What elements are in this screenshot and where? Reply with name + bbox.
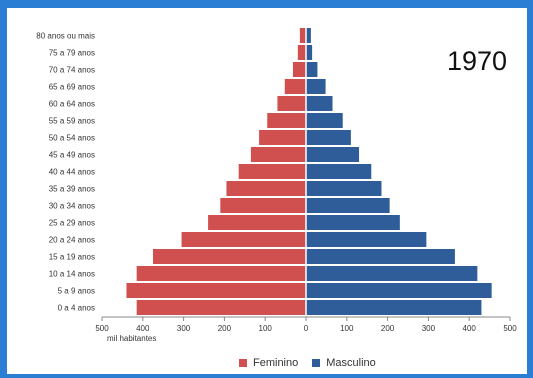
bar-feminino-5: [208, 215, 306, 230]
x-tick-label-2: 300: [177, 324, 191, 333]
bar-masculino-3: [306, 249, 455, 264]
bar-feminino-15: [297, 45, 306, 60]
population-pyramid-chart: 0 a 4 anos 5 a 9 anos 10 a 14 anos 15 a 19 …: [36, 25, 517, 343]
chart-title: 1970: [447, 46, 508, 76]
bar-masculino-1: [306, 283, 492, 298]
legend-swatch-masculino: [312, 359, 321, 367]
x-tick-label-9: 400: [463, 324, 477, 333]
bar-feminino-1: [126, 283, 306, 298]
x-tick-label-8: 300: [422, 324, 436, 333]
category-label-0: 0 a 4 anos: [58, 304, 95, 313]
bar-masculino-9: [306, 147, 360, 162]
category-label-13: 65 a 69 anos: [49, 83, 95, 92]
category-label-4: 20 a 24 anos: [49, 236, 95, 245]
category-label-11: 55 a 59 anos: [49, 117, 95, 126]
x-tick-label-4: 100: [259, 324, 273, 333]
bar-feminino-16: [299, 28, 306, 43]
legend-item-masculino: Masculino: [312, 357, 376, 369]
legend-label-masculino: Masculino: [326, 357, 376, 369]
bar-feminino-6: [220, 198, 306, 213]
bar-feminino-2: [136, 266, 306, 281]
bar-masculino-13: [306, 79, 326, 94]
bar-masculino-15: [306, 45, 313, 60]
category-label-14: 70 a 74 anos: [49, 66, 95, 75]
bar-feminino-11: [267, 113, 306, 128]
bar-masculino-14: [306, 62, 318, 77]
category-label-9: 45 a 49 anos: [49, 151, 95, 160]
x-tick-label-6: 100: [340, 324, 354, 333]
bar-masculino-5: [306, 215, 400, 230]
bar-feminino-3: [153, 249, 306, 264]
bar-feminino-4: [181, 232, 306, 247]
category-label-12: 60 a 64 anos: [49, 100, 95, 109]
legend: Feminino Masculino: [239, 357, 376, 369]
legend-item-feminino: Feminino: [239, 357, 298, 369]
bar-masculino-2: [306, 266, 478, 281]
category-label-2: 10 a 14 anos: [49, 270, 95, 279]
bar-masculino-11: [306, 113, 343, 128]
category-label-7: 35 a 39 anos: [49, 185, 95, 194]
bar-feminino-12: [277, 96, 306, 111]
x-tick-label-3: 200: [218, 324, 232, 333]
bar-masculino-16: [306, 28, 311, 43]
x-tick-label-7: 200: [381, 324, 395, 333]
category-label-15: 75 a 79 anos: [49, 49, 95, 58]
bar-masculino-7: [306, 181, 382, 196]
bar-masculino-4: [306, 232, 427, 247]
bar-feminino-8: [238, 164, 306, 179]
x-tick-label-0: 500: [95, 324, 109, 333]
bar-feminino-13: [284, 79, 306, 94]
bar-masculino-10: [306, 130, 351, 145]
category-label-3: 15 a 19 anos: [49, 253, 95, 262]
category-label-8: 40 a 44 anos: [49, 168, 95, 177]
legend-label-feminino: Feminino: [253, 357, 299, 369]
category-label-5: 25 a 29 anos: [49, 219, 95, 228]
chart-frame: 0 a 4 anos 5 a 9 anos 10 a 14 anos 15 a 19 …: [7, 8, 527, 374]
bar-feminino-0: [136, 300, 306, 315]
bar-feminino-7: [226, 181, 306, 196]
legend-swatch-feminino: [239, 359, 247, 367]
bar-feminino-9: [250, 147, 306, 162]
category-label-10: 50 a 54 anos: [49, 134, 95, 143]
category-label-6: 30 a 34 anos: [49, 202, 95, 211]
category-label-16: 80 anos ou mais: [36, 32, 95, 41]
x-tick-label-10: 500: [503, 324, 517, 333]
x-axis-title: mil habitantes: [107, 334, 156, 343]
x-tick-label-5: 0: [304, 324, 309, 333]
bar-masculino-12: [306, 96, 333, 111]
bar-masculino-0: [306, 300, 482, 315]
bar-feminino-10: [259, 130, 306, 145]
bar-feminino-14: [292, 62, 306, 77]
category-label-1: 5 a 9 anos: [58, 287, 95, 296]
bar-masculino-8: [306, 164, 372, 179]
bar-masculino-6: [306, 198, 390, 213]
x-tick-label-1: 400: [136, 324, 150, 333]
